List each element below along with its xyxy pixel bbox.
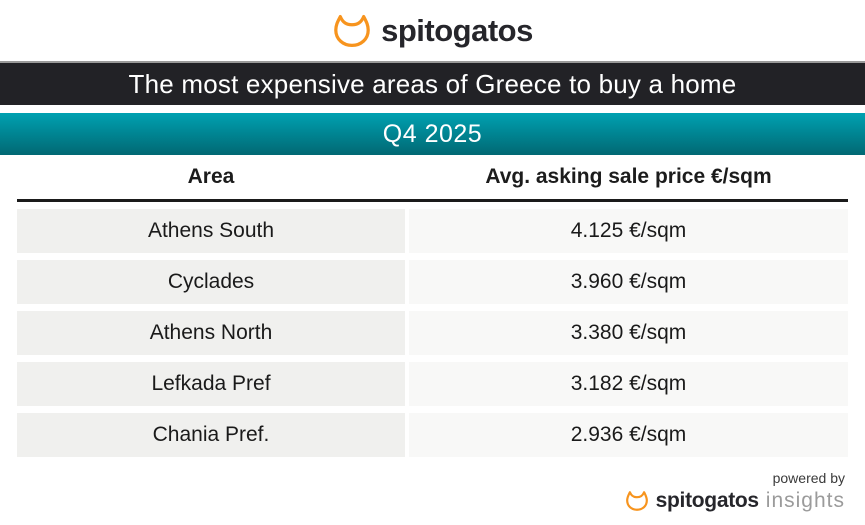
price-cell: 2.936 €/sqm — [409, 413, 848, 457]
table-header: Area Avg. asking sale price €/sqm — [17, 155, 848, 202]
price-table: Area Avg. asking sale price €/sqm Athens… — [17, 155, 848, 457]
page-title: The most expensive areas of Greece to bu… — [128, 68, 737, 99]
area-cell: Athens North — [17, 311, 405, 355]
column-header-area: Area — [187, 165, 235, 188]
price-cell: 4.125 €/sqm — [409, 209, 848, 253]
footer: powered by spitogatos insights — [0, 470, 865, 513]
area-cell: Lefkada Pref — [17, 362, 405, 406]
cat-head-icon — [332, 13, 372, 49]
period-banner: Q4 2025 — [0, 113, 865, 155]
price-cell: 3.960 €/sqm — [409, 260, 848, 304]
period-label: Q4 2025 — [382, 119, 483, 148]
table-row: Cyclades 3.960 €/sqm — [17, 260, 848, 304]
table-row: Athens North 3.380 €/sqm — [17, 311, 848, 355]
footer-brand-name: spitogatos — [655, 489, 759, 512]
footer-logo: spitogatos insights — [0, 489, 845, 513]
area-cell: Cyclades — [17, 260, 405, 304]
price-cell: 3.380 €/sqm — [409, 311, 848, 355]
powered-by-label: powered by — [772, 470, 845, 486]
logo-wordmark: spitogatos — [381, 12, 533, 48]
area-cell: Chania Pref. — [17, 413, 405, 457]
table-row: Chania Pref. 2.936 €/sqm — [17, 413, 848, 457]
footer-insights-label: insights — [765, 489, 845, 512]
table-row: Lefkada Pref 3.182 €/sqm — [17, 362, 848, 406]
price-cell: 3.182 €/sqm — [409, 362, 848, 406]
area-cell: Athens South — [17, 209, 405, 253]
title-banner: The most expensive areas of Greece to bu… — [0, 63, 865, 105]
logo-bar: spitogatos — [0, 0, 865, 63]
cat-head-icon — [625, 490, 649, 512]
table-row: Athens South 4.125 €/sqm — [17, 209, 848, 253]
column-header-price: Avg. asking sale price €/sqm — [485, 165, 772, 188]
